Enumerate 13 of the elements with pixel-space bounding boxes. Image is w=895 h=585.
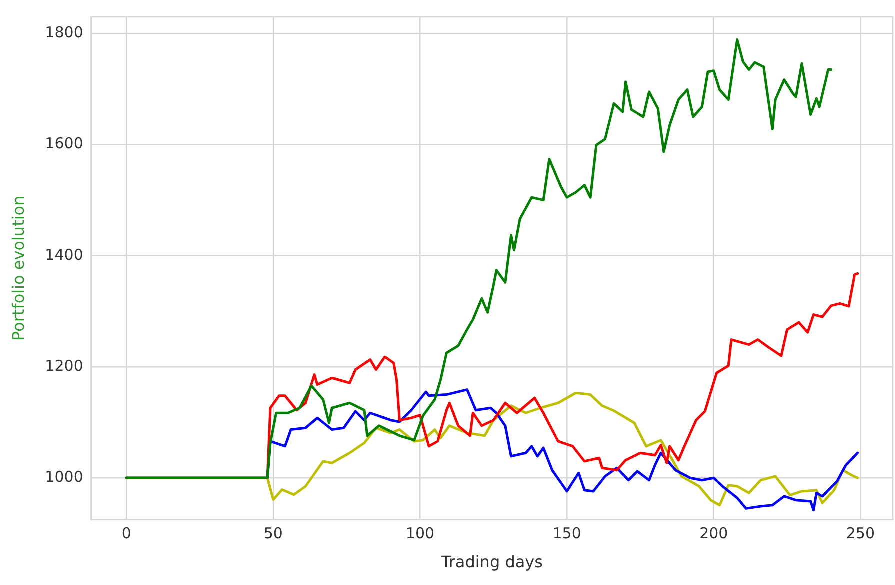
y-axis-title: Portfolio evolution	[8, 196, 28, 342]
x-tick-label: 100	[406, 524, 435, 543]
x-tick-label: 250	[846, 524, 876, 543]
y-tick-label: 1800	[45, 24, 84, 42]
y-tick-label: 1000	[45, 468, 84, 486]
x-axis-title: Trading days	[440, 552, 543, 572]
x-tick-label: 50	[264, 524, 283, 543]
x-tick-label: 150	[552, 524, 582, 543]
x-tick-label: 0	[122, 524, 132, 543]
y-tick-label: 1400	[45, 246, 84, 264]
y-tick-label: 1600	[45, 134, 84, 153]
y-tick-label: 1200	[45, 356, 84, 375]
x-tick-label: 200	[700, 524, 728, 543]
